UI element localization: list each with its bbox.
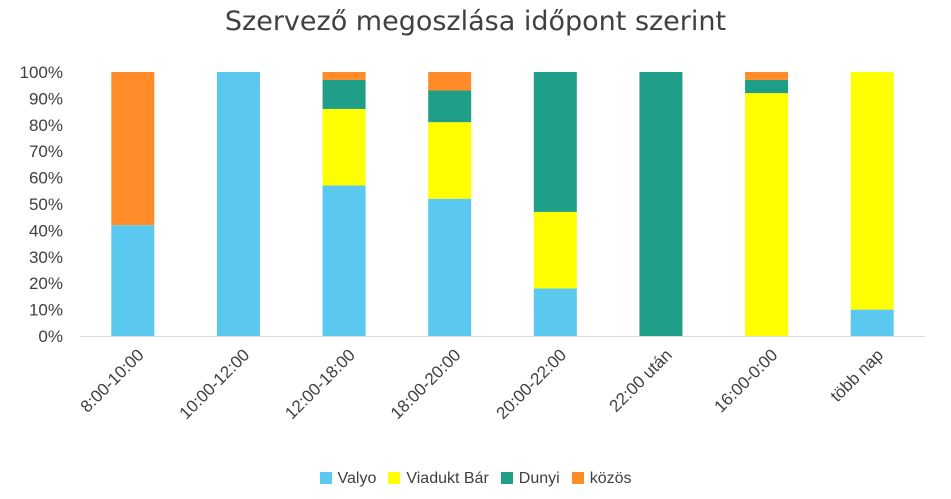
bar-segment: [216, 72, 260, 336]
legend-swatch: [388, 472, 401, 484]
y-tick-label: 80%: [29, 116, 63, 135]
legend-swatch: [571, 472, 584, 484]
bar-segment: [850, 72, 894, 310]
bar-segment: [428, 72, 472, 91]
legend-item: Valyo: [319, 470, 377, 488]
bar-segment: [322, 72, 366, 80]
y-tick-label: 50%: [29, 195, 63, 214]
bar-segment: [428, 90, 472, 123]
bar-segment: [322, 185, 366, 336]
bar-segment: [745, 93, 789, 337]
x-tick-label: 10:00-12:00: [176, 345, 254, 423]
bar-segment: [322, 108, 366, 186]
legend-item: közös: [571, 470, 632, 488]
bar-segment: [745, 79, 789, 94]
legend-swatch: [319, 472, 332, 484]
x-tick-label: 22:00 után: [606, 345, 676, 415]
bar-segment: [111, 72, 155, 226]
legend-item: Viadukt Bár: [388, 470, 489, 488]
y-tick-label: 70%: [29, 142, 63, 161]
bar-segment: [322, 79, 366, 109]
bar-segment: [533, 211, 577, 289]
bar-segment: [533, 288, 577, 336]
bar-segment: [850, 309, 894, 336]
y-tick-label: 60%: [29, 169, 63, 188]
legend-label: közös: [589, 470, 632, 487]
bars: [80, 72, 925, 337]
chart-title: Szervező megoszlása időpont szerint: [224, 6, 727, 37]
x-tick-label: 8:00-10:00: [77, 345, 148, 416]
bar-segment: [428, 122, 472, 199]
y-tick-label: 40%: [29, 221, 63, 240]
y-tick-label: 10%: [29, 301, 63, 320]
x-tick-label: 12:00-18:00: [281, 345, 359, 423]
y-tick-label: 30%: [29, 248, 63, 267]
legend-label: Dunyi: [518, 470, 560, 487]
bar-segment: [639, 72, 683, 336]
x-tick-label: 18:00-20:00: [387, 345, 465, 423]
y-tick-label: 20%: [29, 274, 63, 293]
y-axis: 0% 10% 20% 30% 40% 50% 60% 70% 80% 90% 100%: [20, 63, 63, 346]
legend-swatch: [500, 472, 513, 484]
x-tick-label: több nap: [827, 345, 887, 405]
legend-item: Dunyi: [500, 470, 560, 488]
x-axis: 8:00-10:00 10:00-12:00 12:00-18:00 18:00-20…: [77, 345, 887, 423]
x-tick-label: 16:00-0:00: [710, 345, 781, 416]
bar-segment: [533, 72, 577, 212]
bar-segment: [111, 225, 155, 336]
legend-label: Valyo: [337, 470, 377, 487]
y-tick-label: 100%: [20, 63, 63, 82]
y-tick-label: 0%: [38, 327, 63, 346]
bar-segment: [745, 72, 789, 80]
legend: Valyo Viadukt Bár Dunyi közös: [0, 470, 951, 488]
y-tick-label: 90%: [29, 89, 63, 108]
legend-label: Viadukt Bár: [406, 470, 489, 487]
x-tick-label: 20:00-22:00: [493, 345, 571, 423]
bar-segment: [428, 198, 472, 336]
